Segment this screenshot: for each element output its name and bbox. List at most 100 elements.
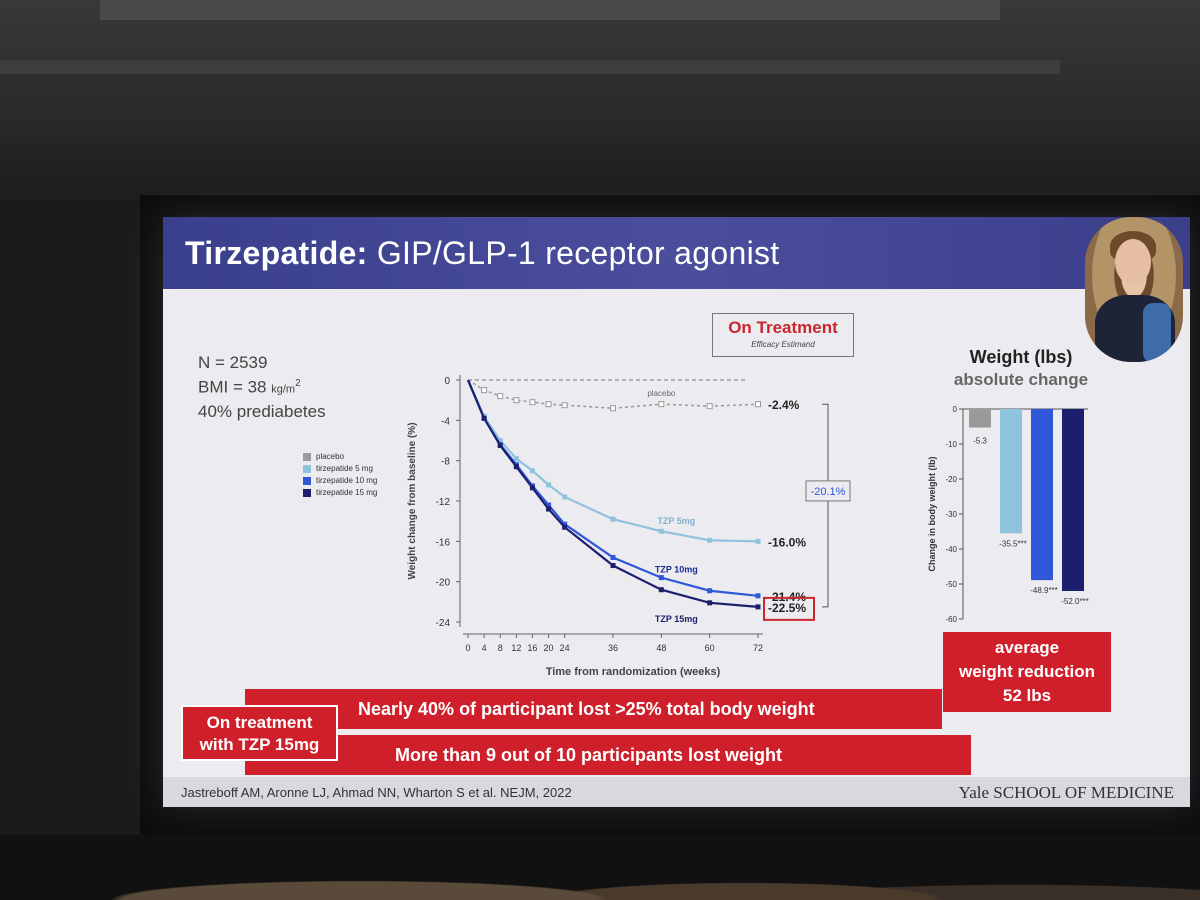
title-bar: Tirzepatide: GIP/GLP-1 receptor agonist: [163, 217, 1190, 289]
bar-y-tick-label: -20: [945, 475, 957, 484]
legend-label: tirzepatide 10 mg: [316, 476, 378, 485]
data-point: [546, 502, 552, 508]
bar-y-axis-label: Change in body weight (lb): [927, 457, 937, 572]
legend-label: tirzepatide 5 mg: [316, 464, 373, 473]
data-point: [707, 600, 713, 606]
banner-9-of-10: More than 9 out of 10 participants lost …: [245, 735, 971, 775]
stat-prediabetes: 40% prediabetes: [198, 401, 326, 421]
stat-bmi: BMI = 38 kg/m2: [198, 373, 326, 401]
on-treatment-title: On Treatment: [728, 318, 838, 337]
bar: [1000, 409, 1022, 534]
banner1-text: Nearly 40% of participant lost >25% tota…: [358, 699, 815, 719]
data-point: [658, 575, 664, 581]
data-point: [755, 538, 761, 544]
x-tick-label: 48: [656, 643, 666, 653]
data-point: [545, 401, 552, 408]
legend-label: tirzepatide 15 mg: [316, 488, 378, 497]
title-description: GIP/GLP-1 receptor agonist: [376, 235, 780, 271]
data-point: [707, 588, 713, 594]
data-point: [707, 537, 713, 543]
x-tick-label: 72: [753, 643, 763, 653]
stat-bmi-value: BMI = 38: [198, 377, 267, 397]
speaker-face: [1115, 239, 1151, 285]
banner-25-percent: Nearly 40% of participant lost >25% tota…: [245, 689, 942, 729]
x-tick-label: 36: [608, 643, 618, 653]
bar-y-tick-label: 0: [953, 405, 958, 414]
on-tzp-line2: with TZP 15mg: [199, 735, 320, 754]
weight-lbs-bar-chart: 0 -10 -20 -30 -40 -50 -60 Change in body weight…: [927, 405, 1089, 624]
y-tick-label: -8: [441, 457, 450, 468]
data-point: [529, 468, 535, 474]
data-point: [755, 401, 761, 408]
legend-swatch: [303, 465, 311, 473]
series-end-label: -2.4%: [768, 398, 800, 412]
data-point: [497, 438, 503, 443]
series-label: TZP 10mg: [655, 565, 698, 575]
on-tzp-line1: On treatment: [206, 713, 313, 732]
ceiling: [0, 0, 1200, 200]
data-point: [529, 399, 536, 406]
data-point: [562, 494, 568, 500]
data-point: [513, 464, 519, 470]
bar-y-tick-label: -50: [945, 580, 957, 589]
x-tick-label: 8: [498, 643, 503, 653]
x-tick-label: 24: [560, 643, 570, 653]
series-line: [466, 379, 759, 608]
stat-bmi-sup: 2: [295, 378, 301, 389]
bar-value-label: -35.5***: [999, 539, 1027, 548]
ceiling-beam: [0, 60, 1060, 74]
series-line: [467, 379, 759, 409]
on-tzp-box: On treatment with TZP 15mg: [181, 705, 338, 761]
bar-y-tick-label: -60: [945, 615, 957, 624]
stat-n: N = 2539: [198, 353, 268, 372]
y-tick-label: -12: [436, 497, 451, 508]
data-point: [658, 401, 665, 408]
series-label: placebo: [647, 389, 676, 398]
legend-item: tirzepatide 10 mg: [303, 475, 377, 487]
data-point: [658, 528, 664, 534]
bar-y-tick-label: -30: [945, 510, 957, 519]
stat-bmi-unit: kg/m: [271, 383, 296, 396]
bar-value-label: -48.9***: [1030, 586, 1058, 595]
legend-item: tirzepatide 5 mg: [303, 463, 377, 475]
y-tick-label: 0: [444, 376, 450, 387]
data-point: [658, 587, 664, 593]
title-drug: Tirzepatide:: [185, 235, 368, 271]
y-tick-label: -24: [436, 618, 451, 629]
legend-swatch: [303, 489, 311, 497]
x-tick-label: 16: [527, 643, 537, 653]
data-point: [610, 405, 616, 412]
study-stats: N = 2539 BMI = 38 kg/m2 40% prediabetes: [198, 352, 326, 422]
slide-footer: Jastreboff AM, Aronne LJ, Ahmad NN, Whar…: [163, 777, 1190, 807]
data-point: [706, 403, 713, 410]
on-treatment-label: On Treatment Efficacy Estimand: [712, 313, 854, 357]
y-tick-label: -20: [436, 578, 451, 589]
highlight-box: [763, 596, 815, 621]
data-point: [497, 393, 504, 400]
data-point: [513, 456, 519, 462]
data-point: [610, 516, 616, 522]
bar-value-label: -52.0***: [1061, 597, 1089, 606]
weight-change-line-chart: 0-4-8-12-16-20-240 4 8 12 16 20 24 36 48 60 72Weig…: [407, 375, 851, 678]
x-tick-label: 20: [544, 643, 554, 653]
audience-heads: [0, 835, 1200, 900]
speaker-photo: [1085, 217, 1183, 362]
on-treatment-subtitle: Efficacy Estimand: [751, 340, 815, 349]
weight-chart-subtitle: absolute change: [953, 370, 1089, 389]
avg-line1: average: [994, 638, 1060, 657]
banner2-text: More than 9 out of 10 participants lost …: [395, 745, 783, 765]
bracket-label-box: [805, 480, 851, 502]
chart-legend: placebo tirzepatide 5 mg tirzepatide 10 …: [303, 451, 377, 499]
data-point: [497, 443, 503, 449]
x-tick-label: 0: [465, 643, 470, 653]
series-end-label: -16.0%: [768, 535, 806, 549]
series-end-label: -22.5%: [768, 601, 806, 615]
x-tick-label: 12: [511, 643, 521, 653]
data-point: [562, 521, 568, 527]
data-point: [610, 554, 616, 560]
difference-bracket: [822, 403, 829, 608]
data-point: [546, 506, 552, 512]
avg-line2: weight reduction: [959, 662, 1095, 681]
bracket-label: -20.1%: [811, 486, 846, 498]
legend-swatch: [303, 477, 311, 485]
